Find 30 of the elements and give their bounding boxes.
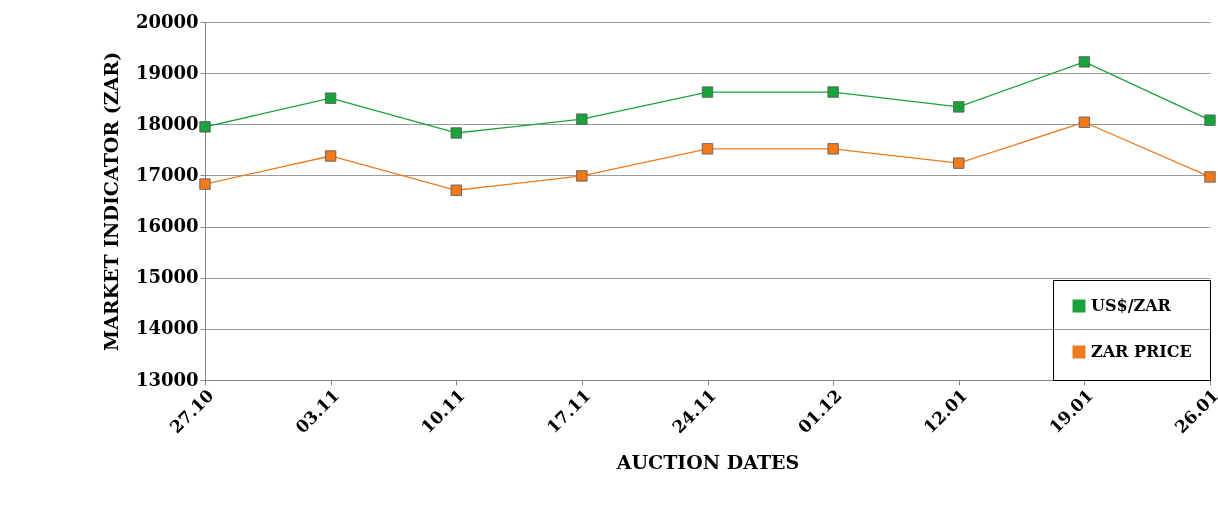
- point: [199, 121, 211, 133]
- point: [324, 92, 337, 104]
- point: [953, 101, 965, 113]
- point: [450, 127, 462, 139]
- y-tick-label: 14000: [135, 317, 199, 339]
- point: [1078, 56, 1091, 68]
- point: [827, 86, 839, 98]
- point: [953, 157, 965, 169]
- y-tick-label: 13000: [135, 368, 199, 390]
- point: [827, 143, 839, 155]
- y-tick-label: 15000: [135, 266, 199, 288]
- y-axis-title: MARKET INDICATOR (ZAR): [99, 51, 122, 352]
- point: [1204, 171, 1216, 183]
- point: [450, 184, 462, 196]
- point: [199, 178, 211, 190]
- point: [576, 170, 588, 182]
- y-tick-label: 17000: [135, 163, 199, 185]
- legend-label: ZAR PRICE: [1091, 342, 1192, 361]
- legend-label: US$/ZAR: [1091, 296, 1172, 315]
- y-tick-label: 19000: [135, 61, 199, 83]
- point: [701, 86, 714, 98]
- point: [1078, 116, 1091, 128]
- point: [324, 150, 337, 162]
- y-tick-label: 16000: [135, 215, 199, 237]
- x-axis-title: AUCTION DATES: [615, 451, 800, 474]
- y-tick-label: 18000: [135, 112, 199, 134]
- point: [701, 143, 714, 155]
- point: [1204, 114, 1216, 126]
- point: [576, 113, 588, 125]
- y-tick-label: 20000: [135, 10, 199, 32]
